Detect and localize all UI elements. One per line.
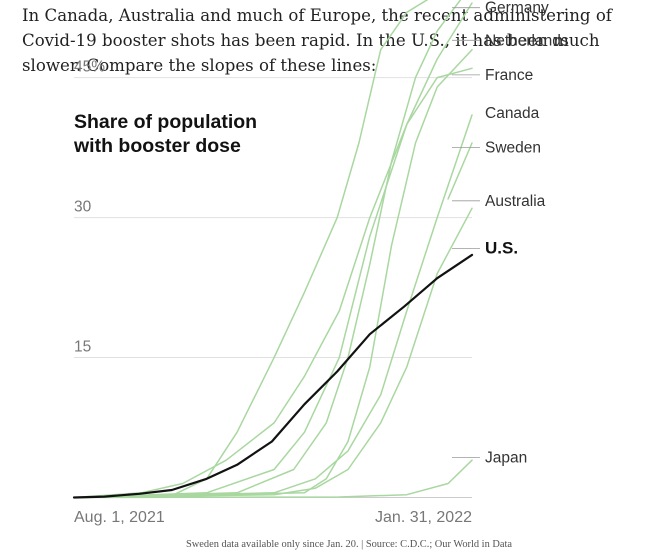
x-tick-label-end: Jan. 31, 2022 (375, 509, 472, 526)
series-label-japan: Japan (485, 449, 527, 466)
series-label-sweden: Sweden (485, 140, 541, 157)
series-label-australia: Australia (485, 193, 546, 210)
series-label-u-s: U.S. (485, 238, 518, 257)
series-line-australia (73, 207, 473, 499)
series-line-canada (73, 114, 473, 499)
chart-title: Share of population with booster dose (74, 110, 257, 158)
chart-title-line-2: with booster dose (74, 135, 241, 157)
series-line-u-s (72, 253, 474, 499)
series-label-germany: Germany (485, 0, 549, 17)
series-line-belgium (73, 0, 462, 499)
y-tick-label-30: 30 (74, 199, 92, 216)
series-line-japan (73, 459, 473, 499)
series-label-canada: Canada (485, 105, 540, 122)
source-note: Sweden data available only since Jan. 20… (186, 539, 512, 550)
series-label-france: France (485, 67, 533, 84)
series-label-netherlands: Netherlands (485, 32, 569, 49)
series-line-germany (73, 2, 473, 499)
y-tick-label-45: 45% (74, 59, 105, 76)
x-tick-label-start: Aug. 1, 2021 (74, 509, 165, 526)
series-line-sweden (447, 142, 473, 200)
y-tick-label-15: 15 (74, 339, 91, 356)
lines-layer (72, 0, 474, 499)
chart-title-line-1: Share of population (74, 111, 258, 133)
labels-layer: BelgiumBritainGermanyNetherlandsFranceCa… (452, 0, 569, 466)
series-line-france (73, 67, 473, 499)
intro-paragraph: In Canada, Australia and much of Europe,… (22, 6, 612, 75)
